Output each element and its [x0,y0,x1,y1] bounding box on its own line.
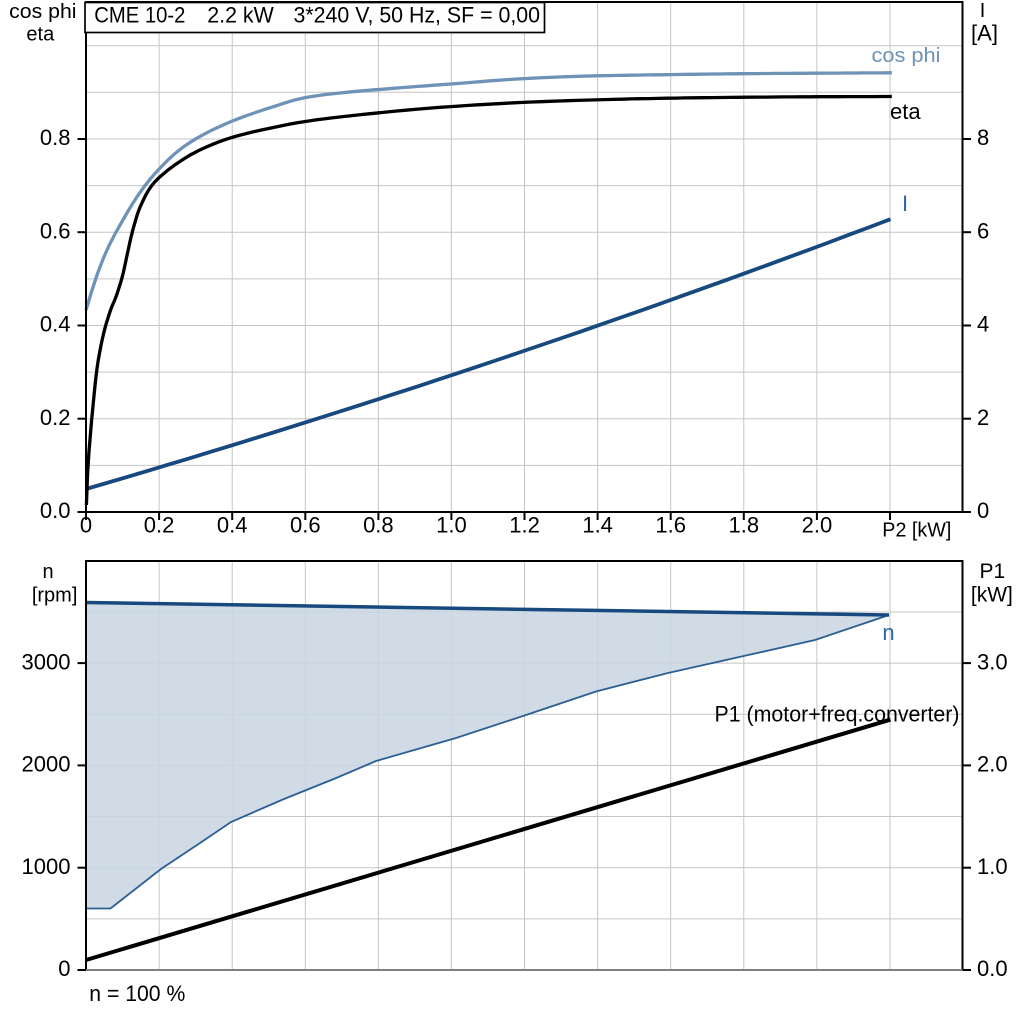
svg-text:0.8: 0.8 [40,125,71,150]
svg-text:cos phi: cos phi [9,1,76,23]
svg-text:1.8: 1.8 [729,513,760,538]
svg-text:0.0: 0.0 [977,956,1008,981]
svg-text:[rpm]: [rpm] [32,585,78,607]
svg-text:I: I [980,0,986,22]
svg-text:0.8: 0.8 [363,513,394,538]
svg-text:0: 0 [80,513,92,538]
svg-text:1.4: 1.4 [582,513,613,538]
svg-text:2.0: 2.0 [802,513,833,538]
svg-text:3000: 3000 [22,649,71,674]
svg-text:n: n [882,620,894,645]
svg-text:0.2: 0.2 [144,513,175,538]
svg-text:0.0: 0.0 [40,498,71,523]
svg-text:CME 10-2: CME 10-2 [94,3,185,28]
svg-text:1000: 1000 [22,854,71,879]
svg-text:P1: P1 [979,560,1005,583]
svg-text:0.2: 0.2 [40,405,71,430]
svg-text:eta: eta [26,23,55,45]
svg-text:2.2 kW: 2.2 kW [207,3,274,28]
svg-text:3*240 V, 50 Hz, SF = 0,00: 3*240 V, 50 Hz, SF = 0,00 [294,3,541,28]
svg-text:1.2: 1.2 [509,513,540,538]
svg-text:0.6: 0.6 [290,513,321,538]
svg-text:I: I [902,191,908,216]
svg-text:cos phi: cos phi [872,45,941,67]
svg-text:2000: 2000 [22,752,71,777]
svg-text:0.4: 0.4 [217,513,248,538]
svg-text:0: 0 [58,956,70,981]
svg-text:2: 2 [977,405,989,430]
svg-text:6: 6 [977,218,989,243]
svg-text:0.4: 0.4 [40,312,71,337]
svg-text:P2 [kW]: P2 [kW] [882,520,951,542]
svg-text:3.0: 3.0 [977,649,1008,674]
svg-text:P1 (motor+freq.converter): P1 (motor+freq.converter) [715,702,960,727]
svg-text:[kW]: [kW] [971,584,1013,607]
svg-text:eta: eta [890,99,921,124]
svg-text:1.0: 1.0 [436,513,467,538]
svg-text:8: 8 [977,125,989,150]
svg-text:0: 0 [977,498,989,523]
svg-text:n: n [42,561,53,583]
svg-text:0.6: 0.6 [40,218,71,243]
svg-text:4: 4 [977,312,989,337]
svg-text:1.0: 1.0 [977,854,1008,879]
svg-text:[A]: [A] [971,21,998,46]
svg-text:n = 100 %: n = 100 % [89,981,185,1006]
svg-text:1.6: 1.6 [655,513,686,538]
svg-text:2.0: 2.0 [977,752,1008,777]
